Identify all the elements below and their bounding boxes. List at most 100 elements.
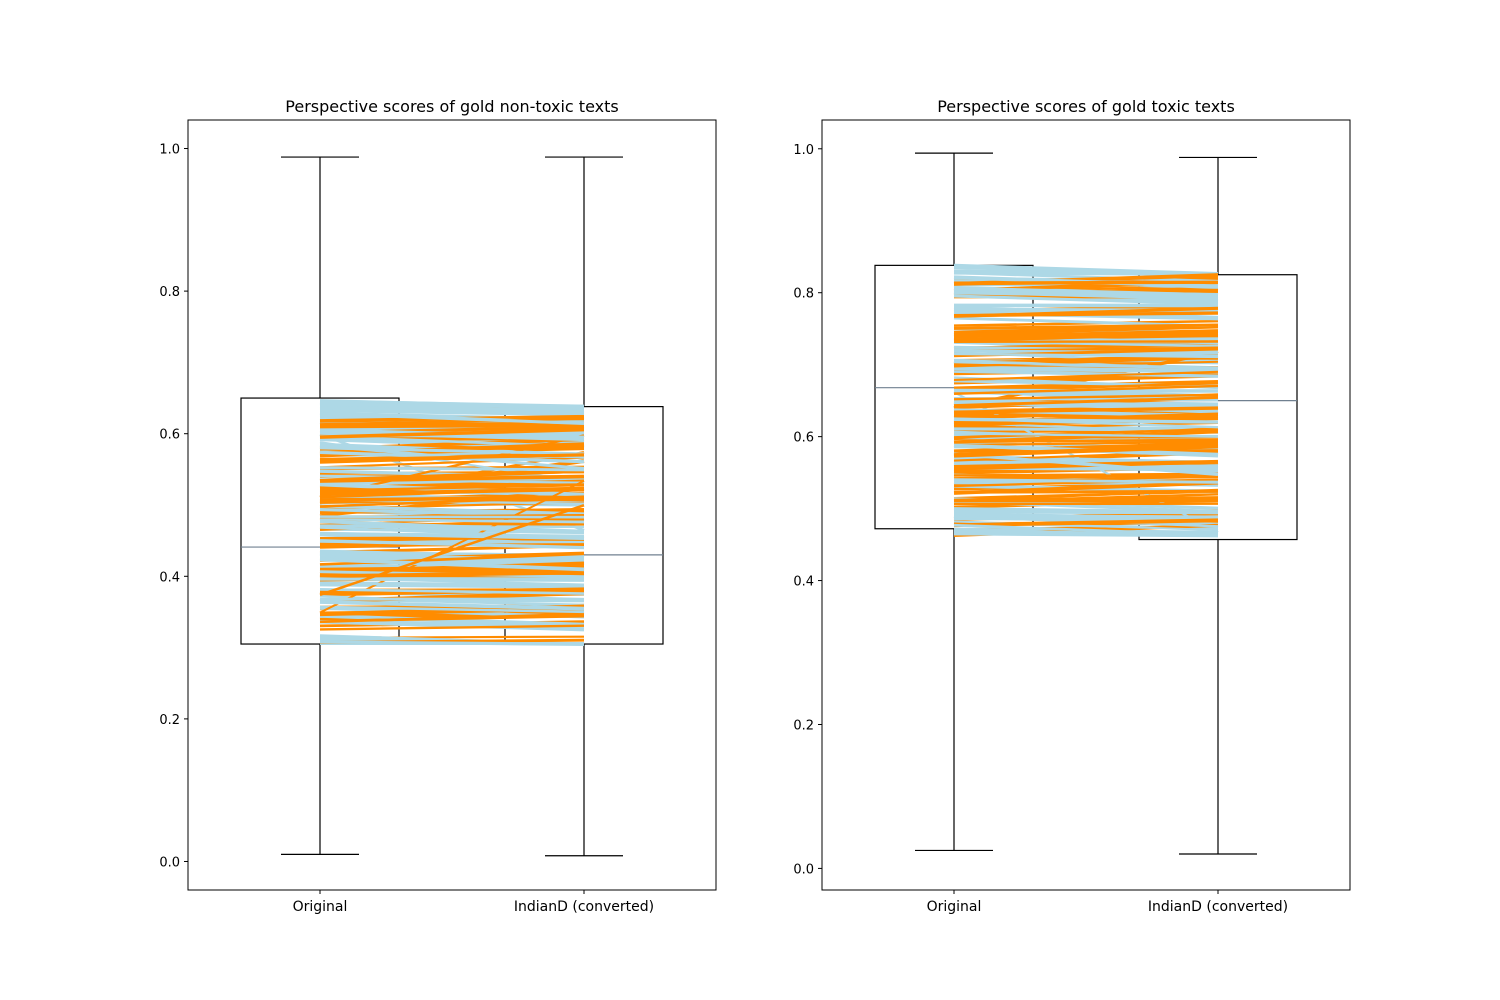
paired-line [953, 294, 1219, 306]
paired-line [953, 329, 1219, 339]
paired-line [953, 480, 1219, 495]
y-tick-label: 1.0 [793, 143, 814, 158]
paired-lines [319, 399, 585, 646]
paired-line [319, 409, 585, 417]
paired-line [319, 624, 585, 631]
paired-line [953, 443, 1219, 457]
paired-line [319, 474, 585, 483]
x-tick-label-converted: IndianD (converted) [514, 899, 654, 915]
chart-title: Perspective scores of gold toxic texts [937, 97, 1235, 116]
paired-line [319, 539, 585, 550]
paired-line [319, 582, 585, 587]
paired-line [953, 440, 1219, 447]
paired-line [319, 526, 585, 539]
chart-title: Perspective scores of gold non-toxic tex… [285, 97, 618, 116]
paired-line [319, 417, 585, 426]
paired-line [319, 557, 585, 572]
paired-line [319, 614, 585, 627]
y-tick-label: 0.0 [159, 855, 180, 870]
paired-line [953, 398, 1219, 409]
paired-line [319, 619, 585, 632]
paired-line [953, 478, 1219, 484]
paired-line [319, 469, 585, 482]
paired-line [319, 531, 585, 540]
paired-line [953, 496, 1219, 503]
paired-line [953, 518, 1219, 528]
paired-line [953, 472, 1219, 481]
paired-line [319, 504, 585, 597]
paired-line [953, 280, 1219, 285]
paired-line [953, 452, 1219, 476]
paired-line [953, 396, 1219, 408]
paired-line [319, 453, 585, 462]
paired-line [319, 570, 585, 579]
y-tick-label: 0.6 [159, 428, 180, 443]
paired-line [319, 412, 585, 426]
paired-line [953, 417, 1219, 424]
paired-line [319, 640, 585, 646]
paired-line [319, 482, 585, 497]
paired-line [319, 495, 585, 508]
x-tick-label-converted: IndianD (converted) [1148, 899, 1288, 915]
paired-line [319, 403, 585, 408]
y-tick-label: 0.6 [793, 431, 814, 446]
paired-line [953, 365, 1219, 374]
paired-line [953, 384, 1219, 395]
paired-line [319, 424, 585, 429]
x-tick-label-original: Original [927, 899, 982, 915]
paired-line [953, 288, 1219, 296]
paired-lines [953, 263, 1219, 538]
paired-line [319, 612, 585, 624]
paired-line [319, 484, 585, 492]
paired-line [319, 517, 585, 524]
axes-frame [187, 119, 717, 891]
axes-frame [821, 119, 1351, 891]
paired-line [953, 523, 1219, 537]
y-tick-label: 0.2 [793, 718, 814, 733]
paired-line [953, 370, 1219, 382]
paired-line [953, 512, 1219, 521]
paired-line [953, 510, 1219, 515]
y-tick-label: 0.0 [793, 862, 814, 877]
paired-line [953, 478, 1219, 488]
paired-line [953, 289, 1219, 298]
paired-line [319, 588, 585, 595]
paired-line [319, 466, 585, 472]
chart-panel-toxic: Perspective scores of gold toxic texts O… [793, 97, 1351, 915]
paired-line [319, 515, 585, 519]
paired-line [953, 326, 1219, 336]
paired-line [953, 429, 1219, 444]
paired-line [319, 605, 585, 614]
paired-line [319, 442, 585, 455]
paired-line [953, 360, 1219, 370]
paired-line [953, 393, 1219, 401]
x-tick-label-original: Original [293, 899, 348, 915]
paired-line [953, 427, 1219, 439]
paired-line [319, 486, 585, 499]
paired-line [953, 271, 1219, 283]
paired-line [953, 406, 1219, 414]
paired-line [953, 331, 1219, 342]
y-tick-label: 0.8 [793, 287, 814, 302]
paired-line [953, 352, 1219, 359]
paired-line [953, 379, 1219, 391]
paired-line [319, 504, 585, 516]
y-tick-label: 0.2 [159, 713, 180, 728]
y-tick-label: 0.4 [793, 575, 814, 590]
paired-line [953, 369, 1219, 378]
y-tick-label: 0.8 [159, 285, 180, 300]
paired-line [319, 519, 585, 534]
paired-line [953, 323, 1219, 330]
y-tick-label: 1.0 [159, 143, 180, 158]
y-tick-label: 0.4 [159, 570, 180, 585]
paired-line [953, 432, 1219, 438]
paired-line [319, 430, 585, 442]
chart-panel-non-toxic: Perspective scores of gold non-toxic tex… [159, 97, 717, 915]
paired-line [953, 356, 1219, 368]
paired-line [319, 427, 585, 439]
paired-line [319, 421, 585, 428]
paired-line [319, 600, 585, 611]
paired-line [953, 306, 1219, 318]
